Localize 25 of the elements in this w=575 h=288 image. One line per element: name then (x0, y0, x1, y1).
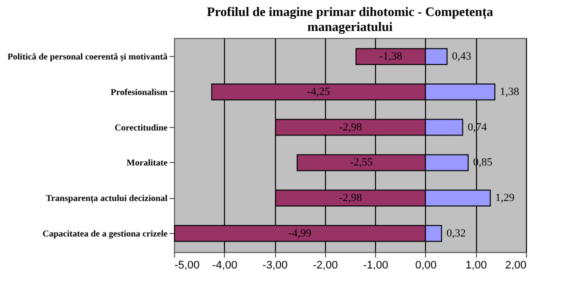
x-tick-label: 1,00 (466, 260, 487, 272)
x-tick-label: -1,00 (363, 260, 388, 272)
y-tick-label: Capacitatea de a gestiona crizele (42, 228, 168, 238)
y-tick-label: Profesionalism (110, 86, 168, 97)
data-label: -4,99 (288, 227, 312, 240)
data-label: 1,29 (495, 192, 516, 204)
data-label: 0,32 (446, 227, 466, 240)
data-label: 0,43 (452, 50, 472, 63)
data-label: -2,55 (350, 156, 374, 169)
chart-title: Profilul de imagine primar dihotomic - Competența manageriatului (206, 4, 494, 34)
y-tick-label: Moralitate (126, 158, 168, 168)
x-tick-label: -2,00 (312, 260, 338, 272)
y-tick-label: Politică de personal coerentă și motivantă (7, 52, 168, 63)
data-label: -1,38 (379, 50, 403, 63)
y-tick-label: Transparența actului decizional (46, 193, 168, 204)
x-tick-label: -3,00 (262, 260, 288, 272)
data-label: -2,98 (339, 192, 362, 204)
y-tick-label: Corectitudine (114, 122, 168, 132)
data-label: 1,38 (500, 86, 520, 98)
x-tick-label: 0,00 (415, 260, 437, 272)
x-tick-label: 2,00 (505, 260, 526, 272)
x-tick-label: -4,00 (212, 260, 238, 272)
data-label: -2,98 (339, 121, 362, 134)
x-tick-label: -5,00 (174, 260, 200, 272)
data-label: -4,25 (307, 86, 331, 98)
